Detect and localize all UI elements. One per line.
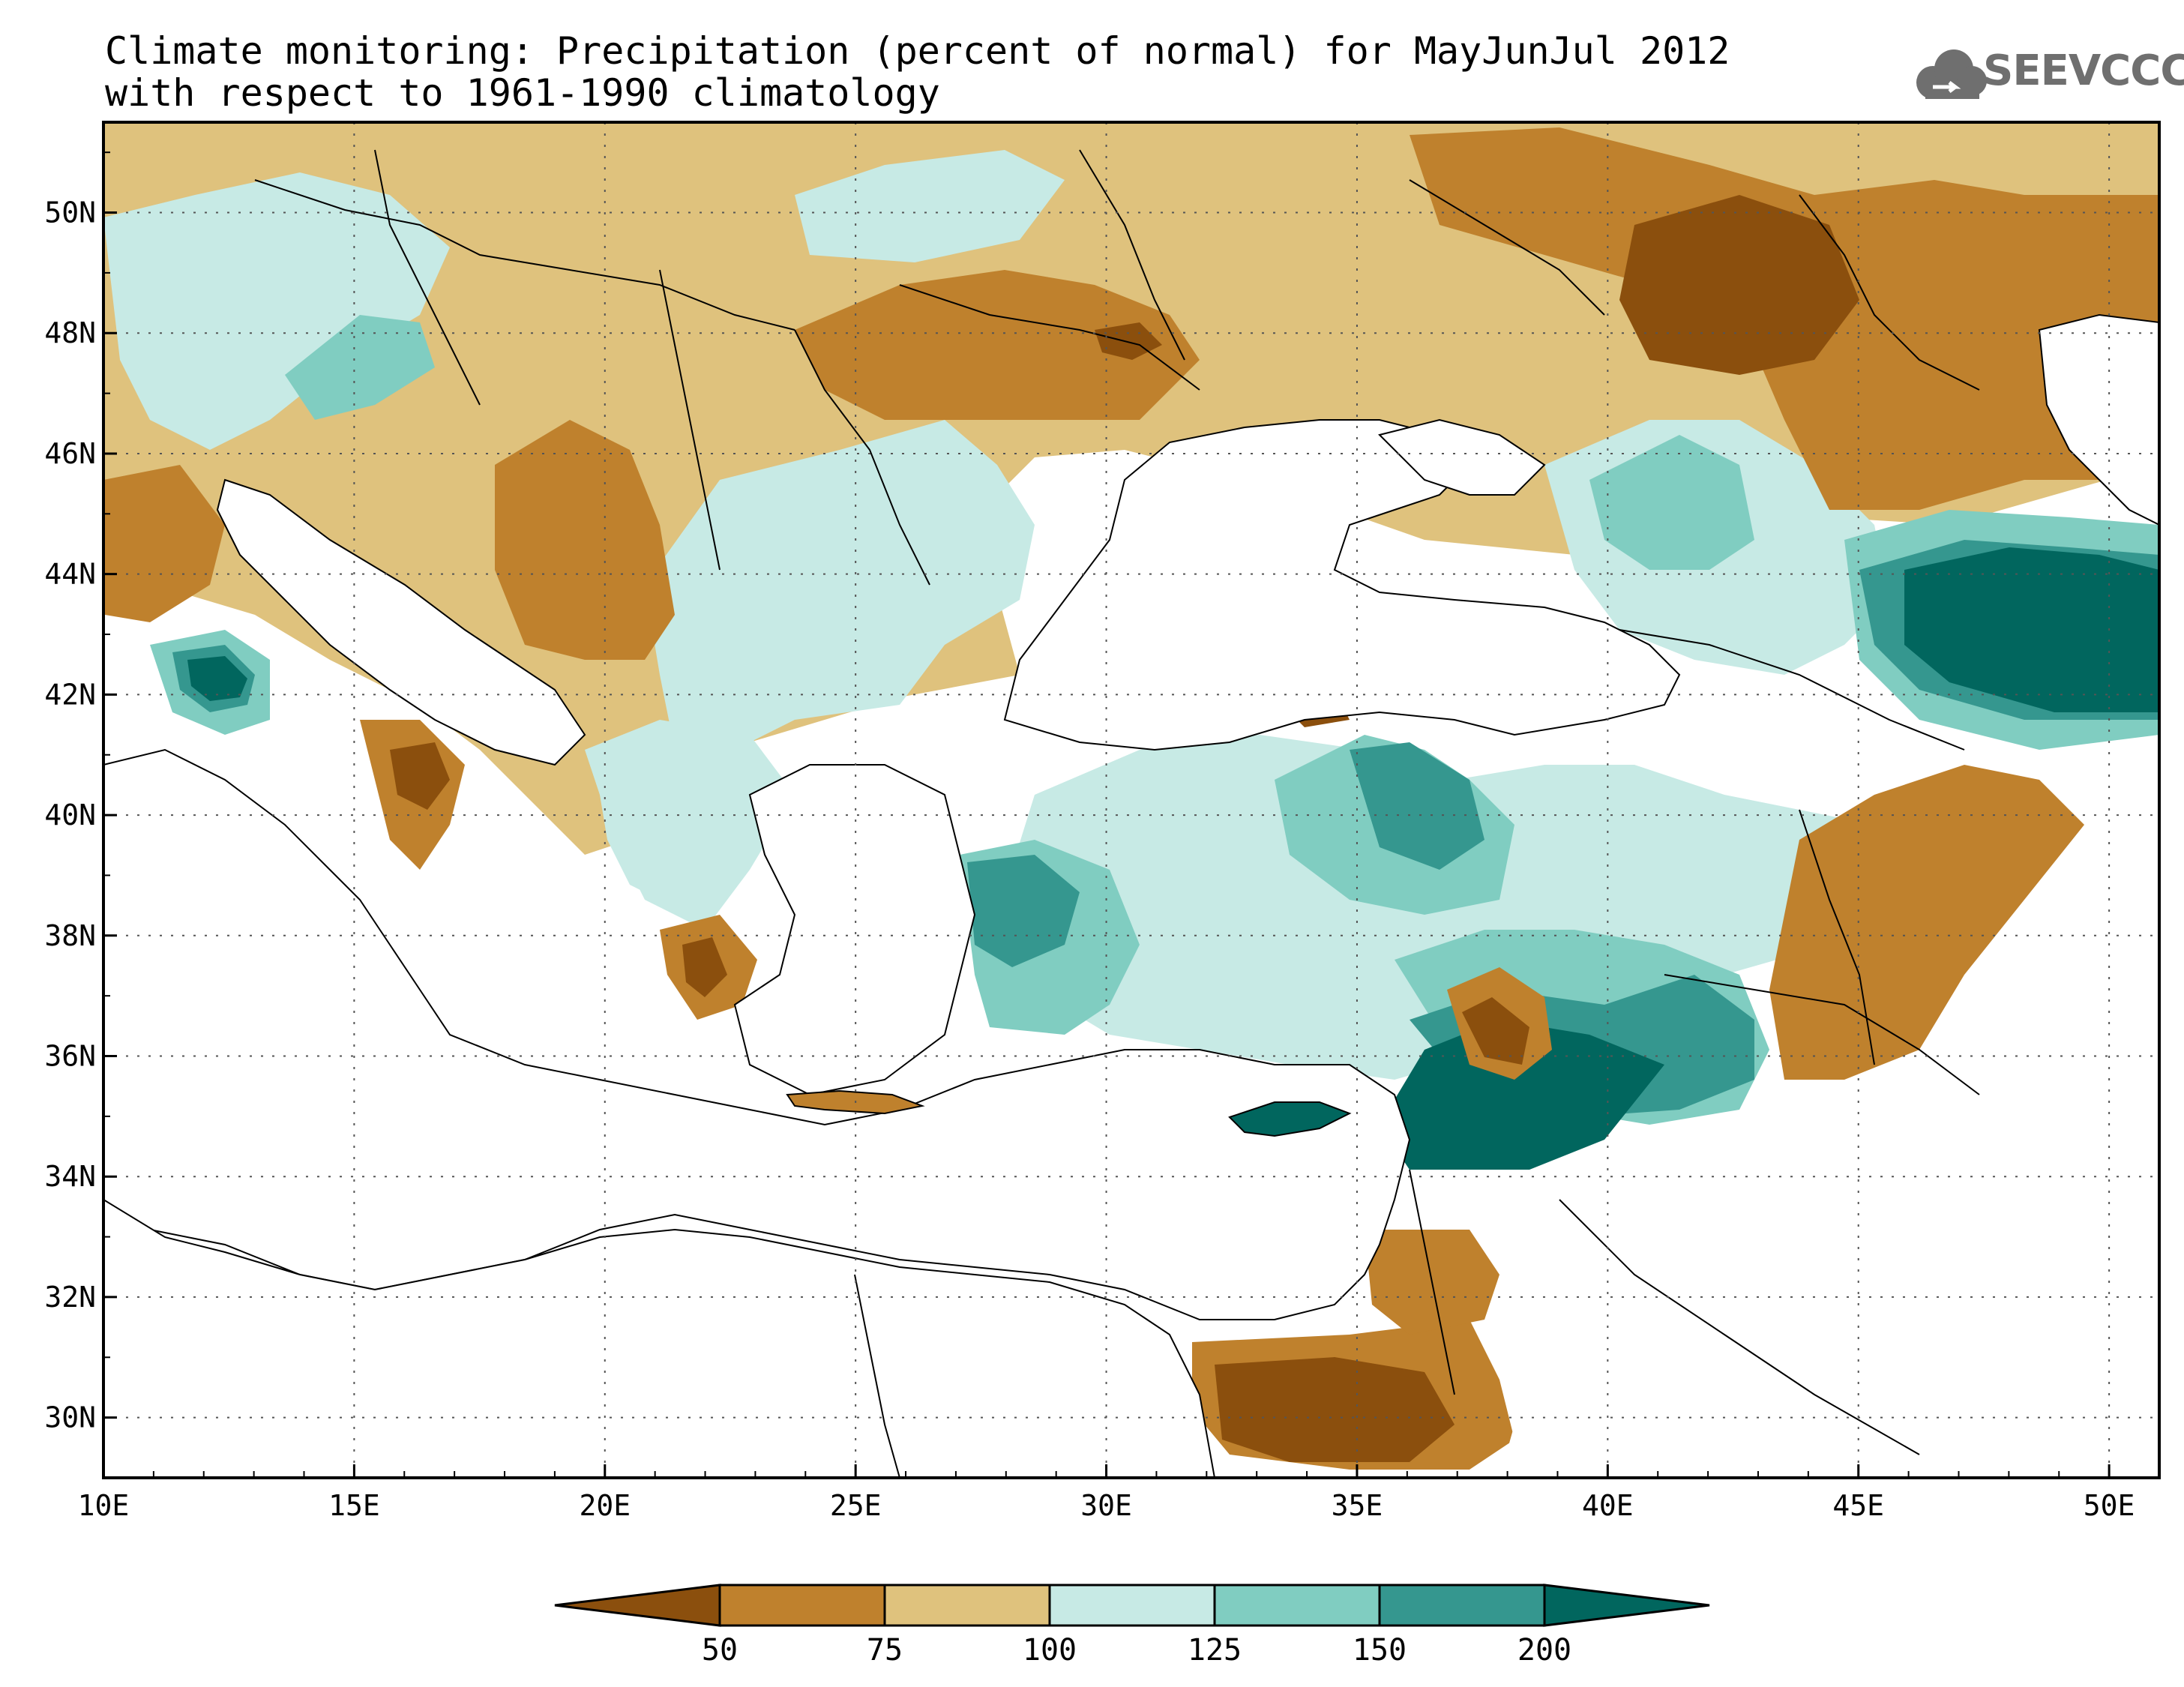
y-tick-labels: 50N 48N 46N 44N 42N 40N 38N 36N 34N 32N 30N xyxy=(44,196,96,1434)
y-tick-label: 32N xyxy=(44,1281,96,1314)
field-150-200-aegean xyxy=(967,855,1080,967)
aegean-sea xyxy=(733,764,976,1096)
colorbar-label: 75 xyxy=(867,1633,903,1668)
y-tick-label: 46N xyxy=(44,437,96,470)
field-100-125-greece xyxy=(600,780,675,900)
colorbar-extend-low xyxy=(554,1584,721,1627)
field-below-50-moldova xyxy=(1095,322,1162,360)
x-tick-label: 50E xyxy=(2084,1489,2135,1522)
y-tick-label: 48N xyxy=(44,316,96,349)
field-125-150-pannonia xyxy=(285,315,435,420)
colorbar-label: 125 xyxy=(1188,1633,1242,1668)
black-sea xyxy=(1003,419,1681,751)
field-100-125-alps xyxy=(103,172,450,450)
field-over-200-italy xyxy=(187,656,247,701)
chart-title-line-2: with respect to 1961-1990 climatology xyxy=(105,71,940,115)
field-125-150-caucasus xyxy=(1589,435,1754,570)
logo-text: SEEVCCC xyxy=(1983,46,2184,95)
colorbar-box xyxy=(1048,1584,1216,1627)
cloud-icon xyxy=(1916,49,1987,99)
field-150-200-anatolia xyxy=(1350,742,1484,870)
colorbar: 50 75 100 125 150 200 xyxy=(554,1584,1710,1668)
field-50-75-carpathian xyxy=(795,270,1200,420)
field-50-75-turkey-east xyxy=(1769,765,2084,1080)
colorbar-label: 50 xyxy=(702,1633,738,1668)
colorbar-box xyxy=(718,1584,886,1627)
y-tick-label: 42N xyxy=(44,678,96,711)
colorbar-label: 200 xyxy=(1517,1633,1571,1668)
colorbar-label: 100 xyxy=(1023,1633,1077,1668)
x-tick-label: 15E xyxy=(328,1489,380,1522)
field-100-125-ukraine xyxy=(795,150,1065,262)
x-tick-label: 30E xyxy=(1080,1489,1132,1522)
north-africa-land xyxy=(103,1198,1216,1478)
x-tick-label: 40E xyxy=(1582,1489,1634,1522)
field-50-75-italy xyxy=(103,465,225,622)
map-gridlines xyxy=(103,122,2159,1478)
x-tick-label: 25E xyxy=(830,1489,882,1522)
field-below-50-sinai xyxy=(1215,1357,1455,1462)
field-below-50-hatay xyxy=(1462,997,1529,1065)
colorbar-extend-high xyxy=(1543,1584,1710,1627)
precipitation-field xyxy=(103,122,2159,1478)
field-over-200-levant xyxy=(1380,1020,1664,1170)
y-tick-label: 38N xyxy=(44,919,96,952)
y-tick-label: 34N xyxy=(44,1160,96,1193)
chart-title-line-1: Climate monitoring: Precipitation (perce… xyxy=(105,29,1730,73)
x-tick-label: 20E xyxy=(579,1489,631,1522)
x-tick-label: 10E xyxy=(78,1489,130,1522)
y-tick-label: 40N xyxy=(44,799,96,832)
field-below-50-ukraine xyxy=(1619,195,1859,375)
azov-sea xyxy=(1378,418,1546,496)
y-tick-label: 36N xyxy=(44,1040,96,1073)
adriatic-sea xyxy=(216,478,586,766)
field-below-50-peloponnese xyxy=(682,937,727,997)
map-frame xyxy=(102,121,2161,1479)
field-over-200-caspian xyxy=(1904,547,2159,712)
y-tick-label: 44N xyxy=(44,558,96,591)
field-50-75-balkans xyxy=(495,420,675,660)
colorbar-box xyxy=(1378,1584,1546,1627)
field-100-125-central xyxy=(645,420,1035,750)
axis-ticks xyxy=(102,151,2111,1478)
y-tick-label: 50N xyxy=(44,196,96,229)
arabia-land xyxy=(1499,1035,2159,1478)
colorbar-box xyxy=(1213,1584,1381,1627)
field-below-50-italy xyxy=(390,742,450,810)
country-borders xyxy=(254,149,1980,1478)
caspian-sea xyxy=(2038,313,2159,526)
x-tick-label: 45E xyxy=(1832,1489,1884,1522)
crete xyxy=(786,1089,925,1115)
x-tick-label: 35E xyxy=(1332,1489,1383,1522)
colorbar-box xyxy=(883,1584,1051,1627)
colorbar-label: 150 xyxy=(1353,1633,1407,1668)
cyprus xyxy=(1228,1101,1352,1137)
y-tick-label: 30N xyxy=(44,1401,96,1434)
x-tick-labels: 10E 15E 20E 25E 30E 35E 40E 45E 50E xyxy=(78,1489,2135,1522)
